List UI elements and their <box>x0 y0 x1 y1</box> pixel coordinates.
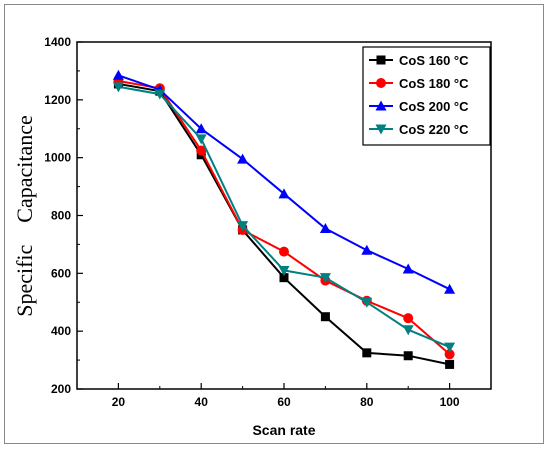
data-point-series-2 <box>196 145 207 156</box>
data-point-series-1 <box>279 273 289 283</box>
y-tick-label: 200 <box>51 382 71 396</box>
data-point-series-3 <box>237 153 249 164</box>
x-axis-title: Scan rate <box>252 422 315 438</box>
y-tick-label: 400 <box>51 324 71 338</box>
data-point-series-4 <box>237 221 249 232</box>
x-tick-label: 60 <box>277 395 291 409</box>
data-point-series-3 <box>402 263 414 274</box>
y-tick-label: 1200 <box>44 93 71 107</box>
data-point-series-1 <box>445 359 455 369</box>
data-point-series-4 <box>112 82 124 93</box>
data-point-series-3 <box>319 223 331 234</box>
data-point-series-4 <box>361 297 373 308</box>
y-tick-label: 1000 <box>44 151 71 165</box>
data-point-series-4 <box>444 342 456 353</box>
data-point-series-2 <box>279 246 289 257</box>
data-point-series-2 <box>403 313 414 324</box>
legend-marker <box>375 124 387 135</box>
legend-label: CoS 160 °C <box>399 53 469 68</box>
y-tick-label: 1400 <box>44 35 71 49</box>
y-tick-label: 600 <box>51 266 71 280</box>
data-point-series-4 <box>402 325 414 336</box>
y-axis-title: Specific Capacitance <box>12 115 37 317</box>
legend-label: CoS 220 °C <box>399 122 469 137</box>
legend-label: CoS 180 °C <box>399 76 469 91</box>
legend-label: CoS 200 °C <box>399 99 469 114</box>
data-point-series-4 <box>319 273 331 284</box>
data-point-series-2 <box>444 349 455 360</box>
x-tick-label: 20 <box>112 395 126 409</box>
x-tick-label: 80 <box>360 395 374 409</box>
data-point-series-1 <box>320 312 330 322</box>
legend-marker <box>375 100 387 111</box>
data-point-series-3 <box>361 244 373 255</box>
data-point-series-3 <box>112 69 124 80</box>
data-point-series-1 <box>362 348 372 358</box>
legend-marker <box>376 78 386 88</box>
data-point-series-4 <box>154 89 166 100</box>
data-point-series-3 <box>444 283 456 294</box>
legend-marker <box>376 55 386 65</box>
data-point-series-4 <box>195 134 207 145</box>
x-tick-label: 40 <box>195 395 209 409</box>
x-tick-label: 100 <box>440 395 460 409</box>
y-tick-label: 800 <box>51 209 71 223</box>
data-point-series-1 <box>403 351 413 361</box>
data-point-series-4 <box>278 265 290 276</box>
data-point-series-3 <box>195 123 207 134</box>
data-point-series-3 <box>278 188 290 199</box>
